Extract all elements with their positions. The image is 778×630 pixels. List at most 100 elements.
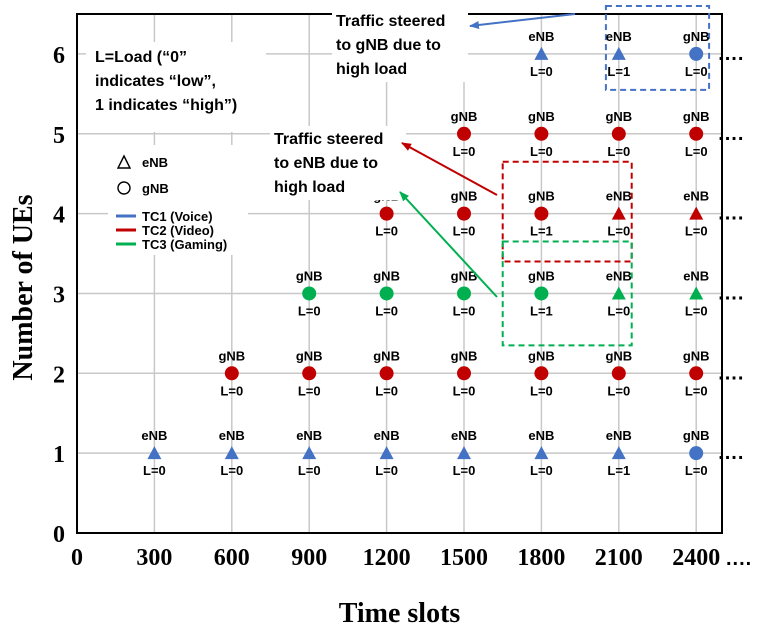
legend-triangle-icon xyxy=(116,154,132,169)
node-label: gNB xyxy=(373,268,400,283)
x-tick-label: 1500 xyxy=(440,545,488,571)
annotation-arrow-tc1 xyxy=(469,13,576,29)
row-continuation: .... xyxy=(718,123,744,145)
node-label: gNB xyxy=(296,268,323,283)
legend-class-label: TC3 (Gaming) xyxy=(142,237,227,252)
load-label: L=1 xyxy=(607,64,630,79)
row-continuation: .... xyxy=(718,282,744,304)
y-axis-title: Number of UEs xyxy=(8,194,39,380)
node-label: gNB xyxy=(451,348,478,363)
legend-note-line: indicates “low”, xyxy=(95,73,216,90)
node-label: eNB xyxy=(141,428,167,443)
y-tick-label: 0 xyxy=(53,522,65,548)
highlight-box-tc2 xyxy=(501,160,633,263)
row-continuation: .... xyxy=(718,362,744,384)
load-label: L=0 xyxy=(685,224,708,239)
x-tick-label: 2100 xyxy=(595,545,643,571)
load-label: L=0 xyxy=(530,383,553,398)
node-label: gNB xyxy=(528,189,555,204)
node-label: gNB xyxy=(451,109,478,124)
node-label: gNB xyxy=(528,268,555,283)
node-label: gNB xyxy=(605,348,632,363)
node-label: eNB xyxy=(528,428,554,443)
node-label: gNB xyxy=(528,348,555,363)
gnb-circle-marker xyxy=(689,46,704,61)
gnb-circle-marker xyxy=(379,286,394,301)
node-label: gNB xyxy=(373,348,400,363)
annotation-arrow-tc3 xyxy=(399,191,498,298)
gnb-circle-marker xyxy=(302,286,317,301)
load-label: L=0 xyxy=(530,64,553,79)
load-label: L=0 xyxy=(685,144,708,159)
x-axis-title: Time slots xyxy=(339,598,461,629)
gnb-circle-marker xyxy=(534,206,549,221)
load-label: L=0 xyxy=(453,224,476,239)
load-label: L=0 xyxy=(607,224,630,239)
y-tick-label: 5 xyxy=(53,123,65,149)
enb-triangle-marker xyxy=(302,446,317,460)
x-tick-label: 300 xyxy=(136,545,172,571)
load-label: L=1 xyxy=(607,463,630,478)
load-label: L=0 xyxy=(298,383,321,398)
data-marks: eNB L=0 eNB L=0 eNB L=0 eNB L=0 eNB L=0 eNB L=0 eNB L… xyxy=(141,29,744,478)
load-label: L=0 xyxy=(375,224,398,239)
x-tick-label: 2400 xyxy=(672,545,720,571)
load-label: L=0 xyxy=(375,463,398,478)
load-label: L=0 xyxy=(375,383,398,398)
enb-triangle-marker xyxy=(534,46,549,60)
annotation-bg xyxy=(270,126,406,200)
load-label: L=0 xyxy=(375,303,398,318)
node-label: gNB xyxy=(683,428,710,443)
highlight-boxes xyxy=(501,5,711,347)
load-label: L=0 xyxy=(298,463,321,478)
load-label: L=0 xyxy=(453,144,476,159)
legend-note-bg xyxy=(86,42,266,132)
node-label: gNB xyxy=(683,348,710,363)
enb-triangle-marker xyxy=(689,206,704,220)
gnb-circle-marker xyxy=(689,446,704,461)
load-label: L=1 xyxy=(530,303,553,318)
annotation-text-line: high load xyxy=(274,179,345,196)
enb-triangle-marker xyxy=(224,446,239,460)
load-label: L=0 xyxy=(143,463,166,478)
x-tick-label: 1200 xyxy=(363,545,411,571)
node-label: gNB xyxy=(528,109,555,124)
enb-triangle-marker xyxy=(534,446,549,460)
legend-class-label: TC2 (Video) xyxy=(142,223,214,238)
legend-circle-icon xyxy=(117,181,131,195)
node-label: eNB xyxy=(606,189,632,204)
node-label: eNB xyxy=(606,268,632,283)
load-label: L=0 xyxy=(453,383,476,398)
legend-key-bg xyxy=(108,145,248,255)
annotation-text-line: to gNB due to xyxy=(336,37,441,54)
highlight-box-tc3 xyxy=(501,240,633,347)
load-label: L=0 xyxy=(685,303,708,318)
legend-note-line: L=Load (“0” xyxy=(95,49,187,66)
legend-note-line: 1 indicates “high”) xyxy=(95,97,237,114)
load-label: L=0 xyxy=(453,463,476,478)
gnb-circle-marker xyxy=(611,366,626,381)
x-tick-label: 1800 xyxy=(517,545,565,571)
y-tick-label: 6 xyxy=(53,43,65,69)
enb-triangle-marker xyxy=(147,446,162,460)
row-continuation: .... xyxy=(718,43,744,65)
annotation-text-line: Traffic steered xyxy=(336,13,445,30)
gnb-circle-marker xyxy=(457,366,471,381)
gnb-circle-marker xyxy=(379,366,394,381)
node-label: gNB xyxy=(683,29,710,44)
legend: L=Load (“0” indicates “low”, 1 indicates “… xyxy=(86,42,266,255)
gnb-circle-marker xyxy=(379,206,394,221)
node-label: gNB xyxy=(451,268,478,283)
gnb-circle-marker xyxy=(689,366,704,381)
enb-triangle-marker xyxy=(379,446,394,460)
y-tick-label: 2 xyxy=(53,362,65,388)
annotations: Traffic steered to gNB due to high load Tra… xyxy=(270,8,576,298)
annotation-text-line: to eNB due to xyxy=(274,155,378,172)
y-tick-label: 3 xyxy=(53,282,65,308)
x-tick-label: 600 xyxy=(214,545,250,571)
load-label: L=0 xyxy=(607,144,630,159)
node-label: eNB xyxy=(528,29,554,44)
node-label: eNB xyxy=(683,189,709,204)
node-label: eNB xyxy=(296,428,322,443)
